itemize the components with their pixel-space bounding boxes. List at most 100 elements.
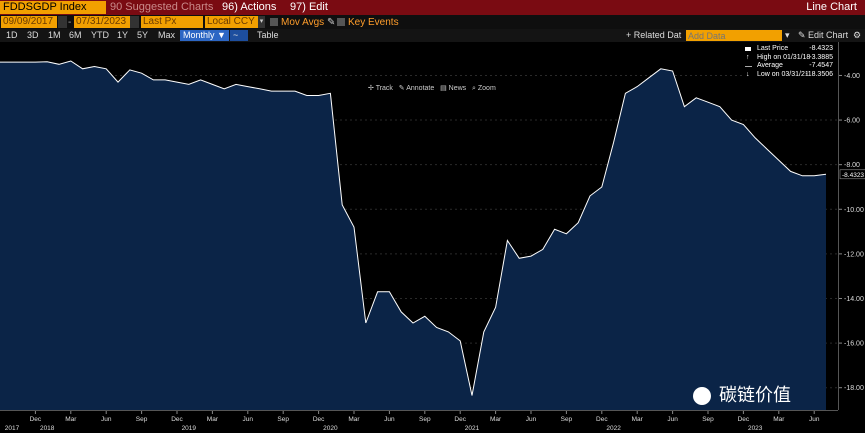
x-axis-ticks: Dec Mar Jun Sep Dec Mar Jun Sep Dec Mar Jun Sep Dec M… <box>5 411 820 432</box>
watermark-text: 碳链价值 <box>719 385 791 406</box>
x-month-label: Jun <box>243 416 254 423</box>
zoom-tool[interactable]: ⌕ Zoom <box>472 85 496 92</box>
price-field-select[interactable]: Last Px <box>141 16 203 28</box>
period-ytd-button[interactable]: YTD <box>91 30 109 40</box>
mov-avgs-label: Mov Avgs <box>281 17 325 28</box>
x-axis: Dec Mar Jun Sep Dec Mar Jun Sep Dec Mar Jun Sep Dec M… <box>0 410 838 433</box>
ticker-field[interactable]: FDDSGDP Index <box>0 1 106 14</box>
edit-chart-button[interactable]: ✎ Edit Chart <box>798 30 849 40</box>
price-line <box>0 60 827 396</box>
x-month-label: Mar <box>207 416 219 423</box>
table-button[interactable]: Table <box>257 30 279 40</box>
key-events-label: Key Events <box>348 17 399 28</box>
date-separator: - <box>68 17 72 28</box>
legend-low: ↓ Low on 03/31/21 -18.3506 <box>745 71 835 80</box>
frequency-select[interactable]: Monthly ▼ <box>180 30 229 41</box>
annotate-label: Annotate <box>406 85 435 92</box>
x-year-label: 2023 <box>748 425 763 432</box>
y-tick-label: -16.00 <box>844 341 864 348</box>
area-fill <box>0 61 826 410</box>
legend-last-price-label: Last Price <box>757 45 789 52</box>
checkbox-icon <box>337 18 345 27</box>
chevron-down-icon[interactable]: ▾ <box>258 16 265 28</box>
period-max-button[interactable]: Max <box>158 30 176 40</box>
track-tool[interactable]: ✢ Track <box>368 85 393 92</box>
legend-average-label: Average <box>757 62 783 69</box>
related-data-label: Related Dat <box>633 30 682 40</box>
line-chart <box>0 60 838 410</box>
x-month-label: Sep <box>561 416 573 423</box>
x-month-label: Mar <box>632 416 644 423</box>
edit-chart-label: Edit Chart <box>808 30 849 40</box>
y-axis: -4.00 -6.00 -8.00 -10.00 -12.00 -14.00 -16.00 -… <box>838 42 865 410</box>
period-5y-button[interactable]: 5Y <box>137 30 149 40</box>
x-year-label: 2018 <box>40 425 55 432</box>
x-month-label: Jun <box>101 416 112 423</box>
legend-low-label: Low on 03/31/21 <box>757 70 809 78</box>
period-1m-button[interactable]: 1M <box>48 30 61 40</box>
x-month-label: Mar <box>348 416 360 423</box>
x-month-label: Jun <box>526 416 537 423</box>
add-data-dropdown-icon[interactable]: ▾ <box>785 30 790 40</box>
currency-select[interactable]: Local CCY <box>205 16 261 28</box>
add-data-input[interactable] <box>686 30 782 41</box>
watermark: 碳链价值 <box>693 381 791 407</box>
legend-high-value: -3.3885 <box>809 53 833 61</box>
period-1y-button[interactable]: 1Y <box>117 30 129 40</box>
mov-avgs-toggle[interactable]: Mov Avgs ✎ <box>270 17 335 28</box>
legend-last-price-value: -8.4323 <box>809 45 833 52</box>
chart-tools: ✢ Track ✎ Annotate ▤ News ⌕ Zoom <box>368 84 496 93</box>
chart-plot-area[interactable]: ✢ Track ✎ Annotate ▤ News ⌕ Zoom <box>0 42 838 410</box>
legend-average-value: -7.4547 <box>809 62 833 69</box>
annotate-tool[interactable]: ✎ Annotate <box>398 85 435 92</box>
edit-menu[interactable]: 97) Edit <box>290 1 328 13</box>
period-6m-button[interactable]: 6M <box>69 30 82 40</box>
title-bar: FDDSGDP Index 90 Suggested Charts 96) Ac… <box>0 0 865 15</box>
period-1d-button[interactable]: 1D <box>6 30 18 40</box>
swatch-icon <box>745 47 751 51</box>
x-month-label: Sep <box>702 416 714 423</box>
x-month-label: Dec <box>454 416 466 423</box>
x-month-label: Sep <box>277 416 289 423</box>
end-date-input[interactable]: 07/31/2023 <box>74 16 130 28</box>
x-month-label: Sep <box>419 416 431 423</box>
calendar-icon[interactable] <box>58 16 67 28</box>
related-data-button[interactable]: + Related Dat <box>626 30 682 40</box>
suggested-charts-button[interactable]: 90 Suggested Charts <box>110 1 214 13</box>
x-month-label: Mar <box>490 416 502 423</box>
track-label: Track <box>375 85 393 92</box>
x-month-label: Jun <box>667 416 678 423</box>
x-month-label: Jun <box>384 416 395 423</box>
zoom-label: Zoom <box>477 85 496 92</box>
high-marker-icon: ↑ <box>746 53 750 61</box>
pencil-icon[interactable]: ✎ <box>324 17 336 28</box>
y-tick-label: -12.00 <box>844 251 864 258</box>
x-year-label: 2020 <box>323 425 338 432</box>
chart-type-label: Line Chart <box>806 1 857 13</box>
x-month-label: Dec <box>30 416 42 423</box>
calendar-icon[interactable] <box>130 16 139 28</box>
chart-style-icon[interactable]: ~ <box>230 30 248 41</box>
x-month-label: Dec <box>171 416 183 423</box>
x-year-label: 2021 <box>465 425 480 432</box>
legend-last-price: Last Price -8.4323 <box>745 45 835 54</box>
gear-icon[interactable]: ⚙ <box>853 30 862 40</box>
x-month-label: Dec <box>596 416 608 423</box>
last-value-label: -8.4323 <box>842 172 864 179</box>
actions-menu[interactable]: 96) Actions <box>222 1 277 13</box>
x-year-label: 2022 <box>606 425 621 432</box>
y-tick-label: -14.00 <box>844 296 864 303</box>
legend-high-label: High on 01/31/18 <box>757 53 811 61</box>
period-3d-button[interactable]: 3D <box>27 30 39 40</box>
x-year-label: 2019 <box>182 425 197 432</box>
news-tool[interactable]: ▤ News <box>440 85 467 92</box>
low-marker-icon: ↓ <box>746 70 750 78</box>
x-month-label: Mar <box>773 416 785 423</box>
legend-low-value: -18.3506 <box>805 70 833 78</box>
news-label: News <box>448 85 467 92</box>
period-bar: 1D 3D 1M 6M YTD 1Y 5Y Max Monthly ▼ ~ Ta… <box>0 29 865 43</box>
key-events-toggle[interactable]: Key Events <box>337 17 399 28</box>
start-date-input[interactable]: 09/09/2017 <box>1 16 57 28</box>
x-month-label: Sep <box>136 416 148 423</box>
x-year-label: 2017 <box>5 425 20 432</box>
